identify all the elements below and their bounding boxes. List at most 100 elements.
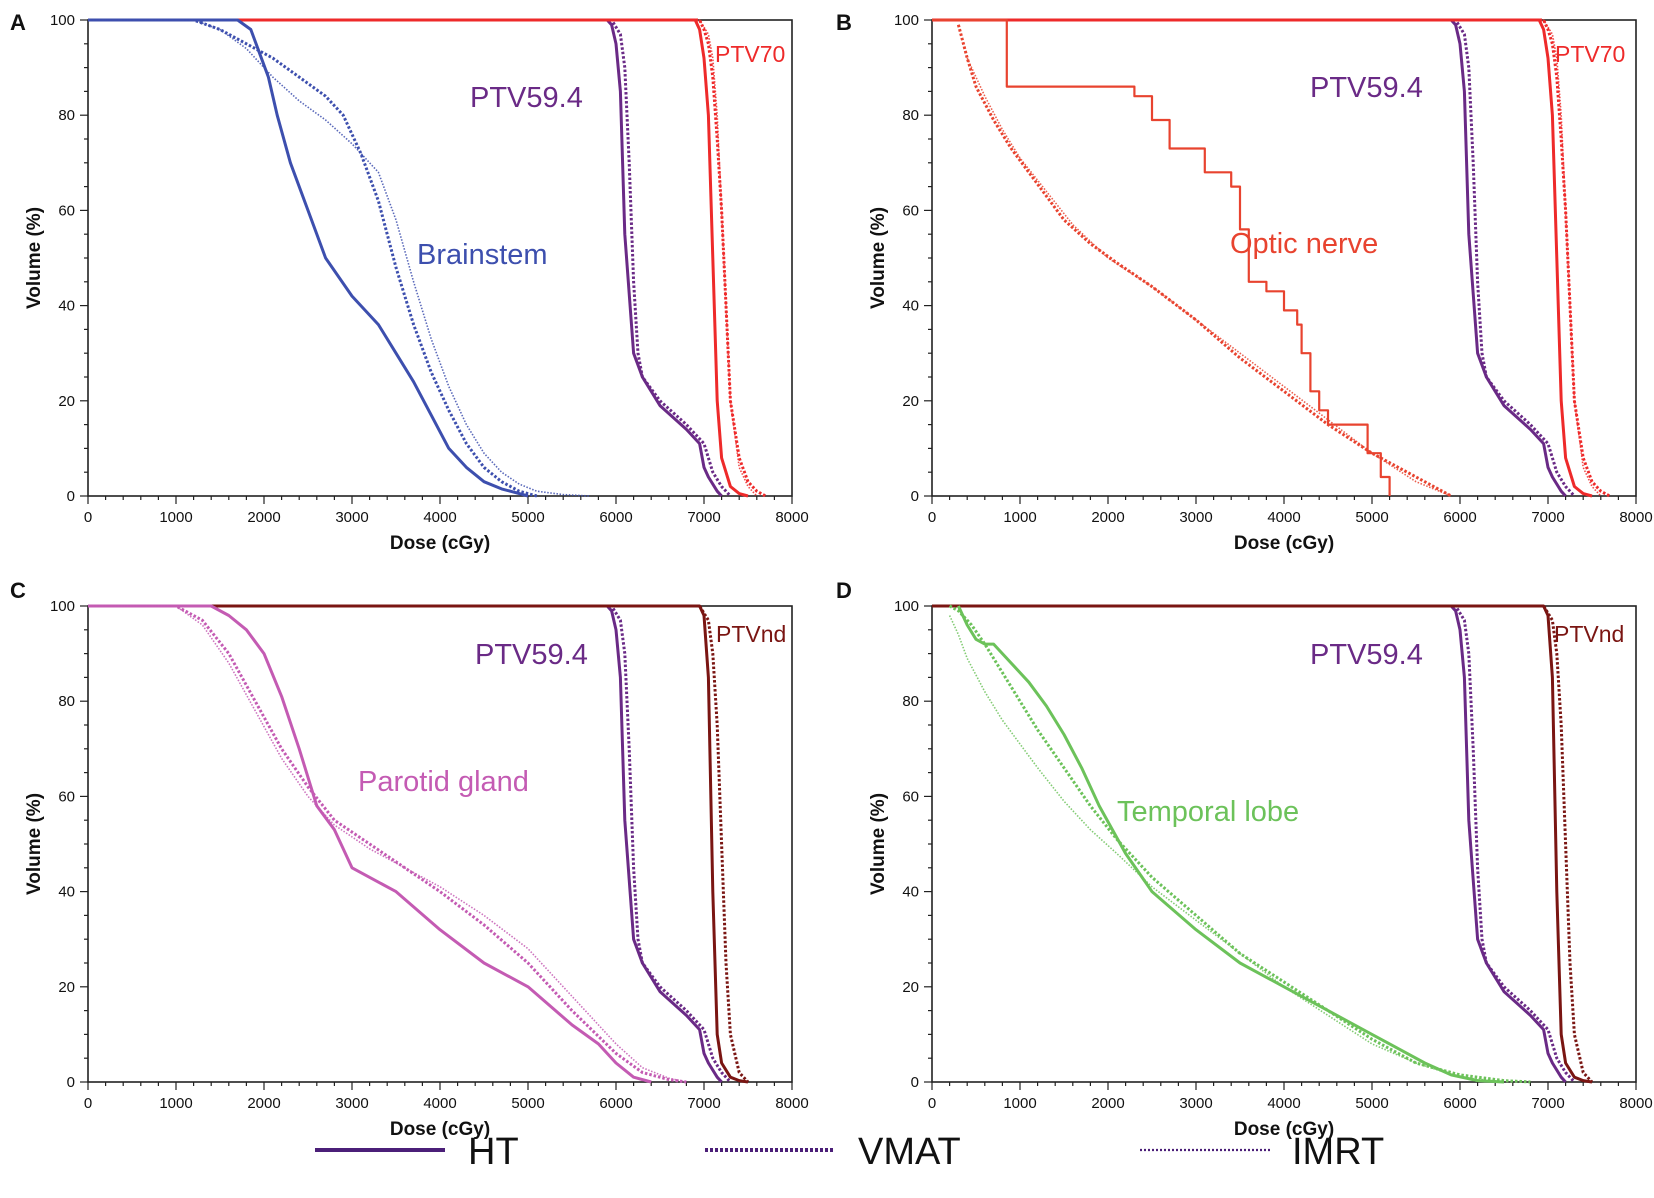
- label-optic-nerve: Optic nerve: [1230, 228, 1378, 260]
- series-temporal-lobe-ht: [957, 605, 1505, 1084]
- y-tick-label: 60: [902, 202, 919, 219]
- label-ptvnd: PTVnd: [1554, 621, 1624, 647]
- series-ptv59-4-vmat: [88, 18, 732, 498]
- x-tick-label: 6000: [1443, 509, 1476, 526]
- x-tick-label: 4000: [1267, 1095, 1300, 1112]
- x-tick-label: 8000: [1619, 509, 1652, 526]
- x-tick-label: 1000: [1003, 509, 1036, 526]
- y-tick-label: 40: [58, 298, 75, 315]
- series-parotid-gland-ht: [88, 604, 652, 1084]
- series-ptv70-ht: [932, 18, 1593, 498]
- x-tick-label: 6000: [599, 509, 632, 526]
- x-axis-title: Dose (cGy): [1234, 1119, 1334, 1140]
- x-tick-label: 2000: [247, 509, 280, 526]
- series-ptv70-imrt: [88, 19, 758, 497]
- panel-c-parotid-gland: 0 1000 2000 3000 4000 5000 6000 7000 8000 0 20 40 60…: [10, 578, 809, 1140]
- legend-label-vmat: VMAT: [858, 1131, 961, 1173]
- label-parotid-gland: Parotid gland: [358, 766, 529, 798]
- y-tick-label: 40: [902, 884, 919, 901]
- series-ptv70-vmat: [932, 18, 1611, 498]
- label-ptv59: PTV59.4: [1310, 639, 1423, 671]
- x-tick-label: 3000: [1179, 1095, 1212, 1112]
- panel-letter: C: [10, 578, 26, 603]
- plot-frame: [87, 19, 793, 497]
- panel-a-brainstem: 0 1000 2000 3000 4000 5000 6000 7000 8000 0 20 40 60…: [10, 10, 809, 554]
- panel-d-temporal-lobe: 0 1000 2000 3000 4000 5000 6000 7000 8000 0 20 40 60…: [836, 578, 1653, 1140]
- x-tick-label: 7000: [1531, 1095, 1564, 1112]
- y-tick-label: 100: [50, 598, 75, 615]
- series-parotid-gland-imrt: [88, 605, 687, 1083]
- series-group: [88, 18, 767, 498]
- x-tick-label: 2000: [1091, 509, 1124, 526]
- y-tick-label: 100: [894, 12, 919, 29]
- panel-letter: D: [836, 578, 852, 603]
- y-axis-title: Volume (%): [868, 207, 889, 309]
- x-tick-label: 8000: [1619, 1095, 1652, 1112]
- label-ptvnd: PTVnd: [716, 621, 786, 647]
- series-ptv70-ht: [88, 18, 749, 498]
- x-tick-label: 4000: [423, 509, 456, 526]
- series-brainstem-imrt: [88, 19, 590, 497]
- y-tick-label: 100: [894, 598, 919, 615]
- y-tick-label: 60: [58, 202, 75, 219]
- label-temporal-lobe: Temporal lobe: [1117, 796, 1299, 828]
- legend-label-ht: HT: [468, 1131, 519, 1173]
- series-optic-nerve-ht: [932, 18, 1391, 496]
- x-tick-label: 0: [928, 1095, 936, 1112]
- y-tick-label: 80: [58, 693, 75, 710]
- series-group: [932, 18, 1611, 498]
- label-ptv70: PTV70: [715, 41, 785, 67]
- panel-letter: B: [836, 10, 852, 35]
- x-tick-label: 8000: [775, 1095, 808, 1112]
- x-tick-label: 6000: [599, 1095, 632, 1112]
- x-tick-label: 3000: [335, 509, 368, 526]
- label-brainstem: Brainstem: [417, 239, 548, 271]
- x-tick-label: 6000: [1443, 1095, 1476, 1112]
- series-ptvnd-vmat: [932, 604, 1594, 1084]
- plot-frame: [87, 605, 793, 1083]
- y-tick-label: 0: [67, 1074, 75, 1091]
- plot-frame: [931, 19, 1637, 497]
- series-ptv59-4-vmat: [88, 604, 732, 1084]
- series-brainstem-vmat: [88, 18, 538, 498]
- x-tick-label: 1000: [159, 509, 192, 526]
- series-ptv70-vmat: [88, 18, 767, 498]
- x-tick-label: 3000: [1179, 509, 1212, 526]
- label-ptv59: PTV59.4: [475, 639, 588, 671]
- series-group: [932, 604, 1594, 1084]
- x-tick-label: 5000: [1355, 509, 1388, 526]
- y-tick-label: 40: [902, 298, 919, 315]
- x-tick-label: 4000: [423, 1095, 456, 1112]
- x-axis-title: Dose (cGy): [390, 533, 490, 554]
- x-tick-label: 5000: [1355, 1095, 1388, 1112]
- y-tick-label: 0: [911, 488, 919, 505]
- y-axis-title: Volume (%): [24, 793, 45, 895]
- x-tick-label: 3000: [335, 1095, 368, 1112]
- plot-frame: [931, 605, 1637, 1083]
- legend: HT VMAT IMRT: [315, 1131, 1384, 1173]
- y-tick-label: 20: [902, 979, 919, 996]
- x-tick-label: 7000: [687, 509, 720, 526]
- y-tick-label: 20: [58, 979, 75, 996]
- series-ptvnd-vmat: [88, 604, 750, 1084]
- y-tick-label: 20: [58, 393, 75, 410]
- x-tick-label: 1000: [1003, 1095, 1036, 1112]
- axes: 0 1000 2000 3000 4000 5000 6000 7000 8000 0 20 40 60…: [24, 12, 809, 554]
- series-ptv70-imrt: [932, 19, 1602, 497]
- x-tick-label: 2000: [1091, 1095, 1124, 1112]
- x-tick-label: 2000: [247, 1095, 280, 1112]
- y-tick-label: 0: [911, 1074, 919, 1091]
- legend-label-imrt: IMRT: [1292, 1131, 1384, 1173]
- y-tick-label: 20: [902, 393, 919, 410]
- label-ptv59: PTV59.4: [1310, 72, 1423, 104]
- y-tick-label: 40: [58, 884, 75, 901]
- x-tick-label: 4000: [1267, 509, 1300, 526]
- x-tick-label: 7000: [687, 1095, 720, 1112]
- y-tick-label: 100: [50, 12, 75, 29]
- x-tick-label: 1000: [159, 1095, 192, 1112]
- axes: 0 1000 2000 3000 4000 5000 6000 7000 8000 0 20 40 60…: [868, 598, 1653, 1140]
- y-tick-label: 60: [58, 788, 75, 805]
- series-group: [88, 604, 750, 1084]
- x-axis-title: Dose (cGy): [1234, 533, 1334, 554]
